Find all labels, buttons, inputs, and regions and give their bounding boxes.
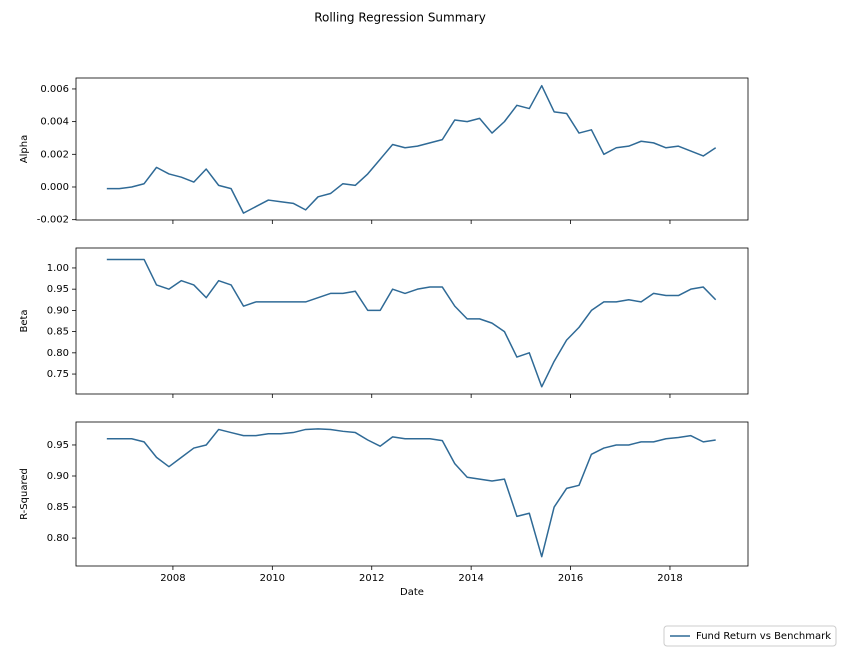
y-tick-label: 0.002 — [40, 149, 69, 160]
axes-frame — [75, 77, 749, 221]
x-tick-label: 2012 — [359, 573, 384, 584]
y-tick-label: 0.90 — [47, 471, 69, 482]
y-tick-label: 0.90 — [47, 305, 69, 316]
y-tick-label: 0.80 — [47, 348, 69, 359]
data-line — [106, 258, 717, 388]
axes-frame — [75, 421, 749, 567]
figure-title: Rolling Regression Summary — [314, 11, 486, 25]
y-tick-label: 0.85 — [47, 327, 69, 338]
legend-label: Fund Return vs Benchmark — [696, 631, 831, 642]
y-tick-label: 0.95 — [47, 440, 69, 451]
y-axis-label: R-Squared — [19, 468, 30, 520]
y-axis-label: Alpha — [19, 135, 30, 163]
legend: Fund Return vs Benchmark — [663, 625, 837, 647]
x-tick-label: 2018 — [657, 573, 682, 584]
y-axis-label: Beta — [19, 309, 30, 332]
y-tick-label: 0.75 — [47, 369, 69, 380]
x-tick-label: 2008 — [160, 573, 185, 584]
x-tick-label: 2014 — [458, 573, 483, 584]
data-line — [106, 84, 717, 214]
y-tick-label: 0.85 — [47, 502, 69, 513]
data-line — [106, 428, 716, 558]
subplot: -0.002 0.000 0.002 0.004 0.006 Alpha — [19, 77, 749, 226]
y-tick-label: 1.00 — [47, 263, 69, 274]
y-tick-label: 0.80 — [47, 533, 69, 544]
y-tick-label: 0.95 — [47, 284, 69, 295]
y-tick-label: 0.006 — [40, 84, 69, 95]
axes-frame — [75, 247, 749, 395]
legend-box — [663, 625, 837, 647]
y-tick-label: -0.002 — [37, 215, 69, 226]
x-tick-label: 2016 — [558, 573, 583, 584]
subplot: 0.75 0.80 0.85 0.90 0.95 1.00 Beta — [19, 247, 749, 398]
x-tick-label: 2010 — [260, 573, 285, 584]
y-tick-label: 0.000 — [40, 182, 69, 193]
subplot: 0.80 0.85 0.90 0.95 2008 2010 2012 2014 2016 2018… — [19, 421, 749, 598]
y-tick-label: 0.004 — [40, 117, 69, 128]
x-axis-label: Date — [400, 587, 424, 598]
